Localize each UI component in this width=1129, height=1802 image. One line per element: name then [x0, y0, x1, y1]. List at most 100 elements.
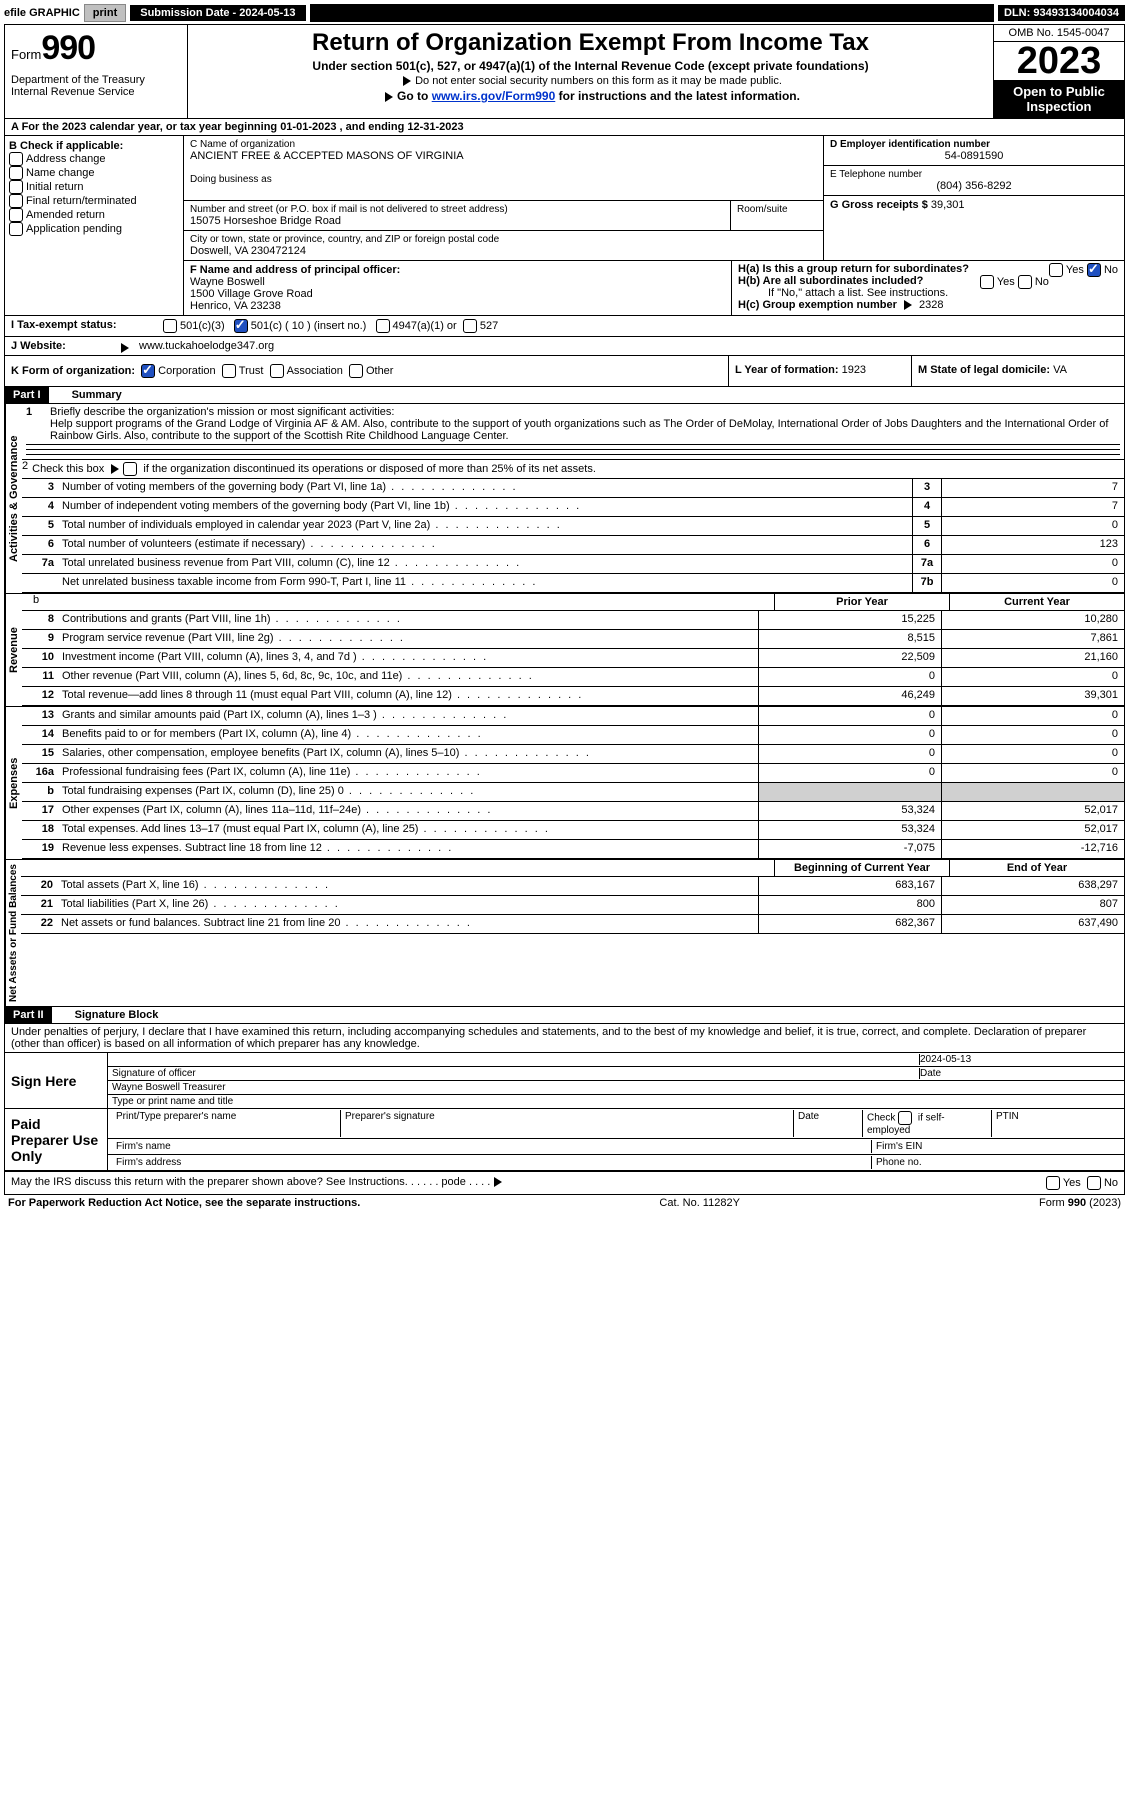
date-label: Date: [920, 1068, 1120, 1079]
ein-value: 54-0891590: [830, 150, 1118, 162]
summary-row: 21Total liabilities (Part X, line 26)800…: [21, 896, 1124, 915]
hdr-prior-year: Prior Year: [774, 594, 949, 610]
check-app-pending[interactable]: [9, 222, 23, 236]
dba-label: Doing business as: [190, 174, 817, 185]
paid-preparer-label: Paid Preparer Use Only: [5, 1109, 108, 1170]
hb-label: H(b) Are all subordinates included?: [738, 275, 923, 287]
arrow-icon: [111, 464, 119, 474]
form-header: Form990 Department of the Treasury Inter…: [5, 25, 1124, 119]
check-address-change[interactable]: [9, 152, 23, 166]
side-revenue: Revenue: [5, 594, 22, 706]
inspection-badge: Open to Public Inspection: [994, 80, 1124, 118]
hdr-current-year: Current Year: [949, 594, 1124, 610]
row-j-label: J Website:: [5, 337, 117, 355]
form-container: Form990 Department of the Treasury Inter…: [4, 24, 1125, 1195]
hc-label: H(c) Group exemption number: [738, 299, 900, 311]
gross-value: 39,301: [931, 199, 965, 211]
summary-row: 4Number of independent voting members of…: [22, 498, 1124, 517]
hb-yes[interactable]: [980, 275, 994, 289]
print-button[interactable]: print: [84, 4, 126, 22]
topbar-spacer: [310, 4, 994, 22]
summary-row: 9Program service revenue (Part VIII, lin…: [22, 630, 1124, 649]
summary-row: 17Other expenses (Part IX, column (A), l…: [22, 802, 1124, 821]
row-i-label: I Tax-exempt status:: [5, 316, 157, 336]
discuss-yes[interactable]: [1046, 1176, 1060, 1190]
gross-label: G Gross receipts $: [830, 199, 928, 211]
footer-left: For Paperwork Reduction Act Notice, see …: [8, 1197, 360, 1209]
addr-label: Number and street (or P.O. box if mail i…: [190, 204, 724, 215]
name-label: C Name of organization: [190, 139, 817, 150]
form-label: Form: [11, 47, 41, 62]
org-name: ANCIENT FREE & ACCEPTED MASONS OF VIRGIN…: [190, 150, 817, 162]
self-employed-check[interactable]: [898, 1111, 912, 1125]
phone-label: Phone no.: [872, 1156, 1120, 1169]
efile-label: efile GRAPHIC: [4, 7, 80, 19]
prep-name-label: Print/Type preparer's name: [112, 1110, 341, 1137]
summary-row: 7aTotal unrelated business revenue from …: [22, 555, 1124, 574]
org-assoc[interactable]: [270, 364, 284, 378]
status-4947[interactable]: [376, 319, 390, 333]
arrow-icon: [494, 1177, 502, 1187]
discuss-no[interactable]: [1087, 1176, 1101, 1190]
top-bar: efile GRAPHIC print Submission Date - 20…: [4, 4, 1125, 22]
summary-row: 18Total expenses. Add lines 13–17 (must …: [22, 821, 1124, 840]
state-domicile: VA: [1053, 364, 1067, 376]
summary-row: 11Other revenue (Part VIII, column (A), …: [22, 668, 1124, 687]
footer-right: Form 990 (2023): [1039, 1197, 1121, 1209]
org-corp[interactable]: [141, 364, 155, 378]
status-501c3[interactable]: [163, 319, 177, 333]
row-k-label: K Form of organization:: [11, 365, 135, 377]
sig-type-label: Type or print name and title: [108, 1095, 1124, 1108]
summary-row: 15Salaries, other compensation, employee…: [22, 745, 1124, 764]
arrow-icon: [121, 343, 129, 353]
firm-addr-label: Firm's address: [112, 1156, 872, 1169]
summary-row: 6Total number of volunteers (estimate if…: [22, 536, 1124, 555]
org-other[interactable]: [349, 364, 363, 378]
summary-row: Net unrelated business taxable income fr…: [22, 574, 1124, 593]
col-b-title: B Check if applicable:: [9, 140, 179, 152]
arrow-icon: [403, 76, 411, 86]
check-amended[interactable]: [9, 208, 23, 222]
hc-value: 2328: [919, 299, 943, 311]
arrow-icon: [904, 300, 912, 310]
check-name-change[interactable]: [9, 166, 23, 180]
check-final-return[interactable]: [9, 194, 23, 208]
city-label: City or town, state or province, country…: [190, 234, 817, 245]
org-trust[interactable]: [222, 364, 236, 378]
room-label: Room/suite: [731, 201, 823, 230]
row-a-period: A For the 2023 calendar year, or tax yea…: [5, 119, 1124, 136]
hb-no[interactable]: [1018, 275, 1032, 289]
summary-row: 20Total assets (Part X, line 16)683,1676…: [21, 877, 1124, 896]
line2-text: Check this box if the organization disco…: [32, 463, 596, 475]
side-expenses: Expenses: [5, 707, 22, 859]
hdr-boc: Beginning of Current Year: [774, 860, 949, 876]
line2-check[interactable]: [123, 462, 137, 476]
summary-row: 10Investment income (Part VIII, column (…: [22, 649, 1124, 668]
check-initial-return[interactable]: [9, 180, 23, 194]
part1-header: Part I: [5, 387, 49, 403]
footer-center: Cat. No. 11282Y: [659, 1197, 740, 1209]
row-l-label: L Year of formation:: [735, 364, 839, 376]
summary-row: 14Benefits paid to or for members (Part …: [22, 726, 1124, 745]
summary-row: 8Contributions and grants (Part VIII, li…: [22, 611, 1124, 630]
ha-yes[interactable]: [1049, 263, 1063, 277]
submission-date: Submission Date - 2024-05-13: [130, 5, 305, 21]
tax-year: 2023: [994, 42, 1124, 80]
mission-text: Help support programs of the Grand Lodge…: [26, 418, 1120, 442]
street-address: 15075 Horseshoe Bridge Road: [190, 215, 724, 227]
sig-name: Wayne Boswell Treasurer: [108, 1081, 1124, 1095]
part2-title: Signature Block: [55, 1009, 159, 1021]
ha-no[interactable]: [1087, 263, 1101, 277]
hb-note: If "No," attach a list. See instructions…: [738, 287, 1118, 299]
irs-link[interactable]: www.irs.gov/Form990: [432, 89, 556, 103]
sig-officer-label: Signature of officer: [112, 1068, 920, 1079]
discuss-text: May the IRS discuss this return with the…: [11, 1176, 408, 1188]
col-b-checkboxes: B Check if applicable: Address change Na…: [5, 136, 184, 315]
status-527[interactable]: [463, 319, 477, 333]
prep-date-label: Date: [794, 1110, 863, 1137]
part1-title: Summary: [52, 389, 122, 401]
perjury-declaration: Under penalties of perjury, I declare th…: [5, 1024, 1124, 1053]
summary-row: 22Net assets or fund balances. Subtract …: [21, 915, 1124, 934]
status-501c[interactable]: [234, 319, 248, 333]
hdr-eoy: End of Year: [949, 860, 1124, 876]
